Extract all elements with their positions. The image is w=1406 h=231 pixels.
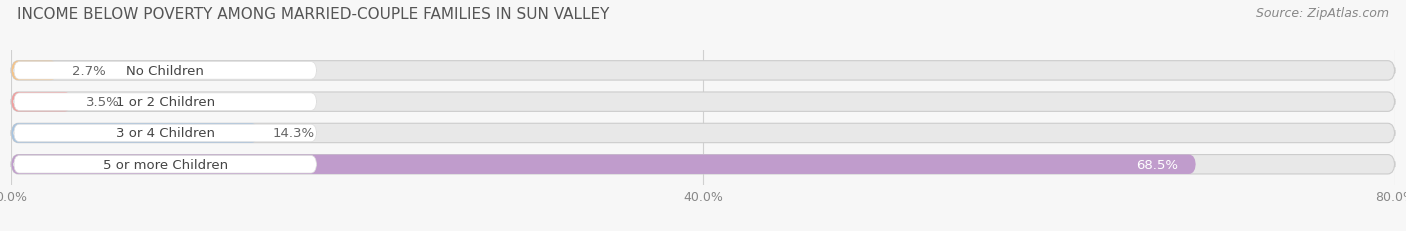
FancyBboxPatch shape [11, 61, 58, 81]
Text: 3.5%: 3.5% [86, 96, 120, 109]
Text: 68.5%: 68.5% [1136, 158, 1178, 171]
FancyBboxPatch shape [14, 125, 316, 142]
FancyBboxPatch shape [11, 93, 1395, 112]
FancyBboxPatch shape [11, 124, 259, 143]
FancyBboxPatch shape [11, 124, 1395, 143]
Text: 14.3%: 14.3% [273, 127, 315, 140]
Text: INCOME BELOW POVERTY AMONG MARRIED-COUPLE FAMILIES IN SUN VALLEY: INCOME BELOW POVERTY AMONG MARRIED-COUPL… [17, 7, 609, 22]
FancyBboxPatch shape [14, 156, 316, 173]
Text: Source: ZipAtlas.com: Source: ZipAtlas.com [1256, 7, 1389, 20]
FancyBboxPatch shape [14, 94, 316, 111]
FancyBboxPatch shape [11, 61, 1395, 81]
Text: No Children: No Children [127, 65, 204, 78]
FancyBboxPatch shape [11, 155, 1395, 174]
FancyBboxPatch shape [11, 93, 72, 112]
FancyBboxPatch shape [14, 62, 316, 80]
Text: 1 or 2 Children: 1 or 2 Children [115, 96, 215, 109]
Text: 3 or 4 Children: 3 or 4 Children [115, 127, 215, 140]
Text: 5 or more Children: 5 or more Children [103, 158, 228, 171]
FancyBboxPatch shape [11, 155, 1197, 174]
Text: 2.7%: 2.7% [72, 65, 105, 78]
